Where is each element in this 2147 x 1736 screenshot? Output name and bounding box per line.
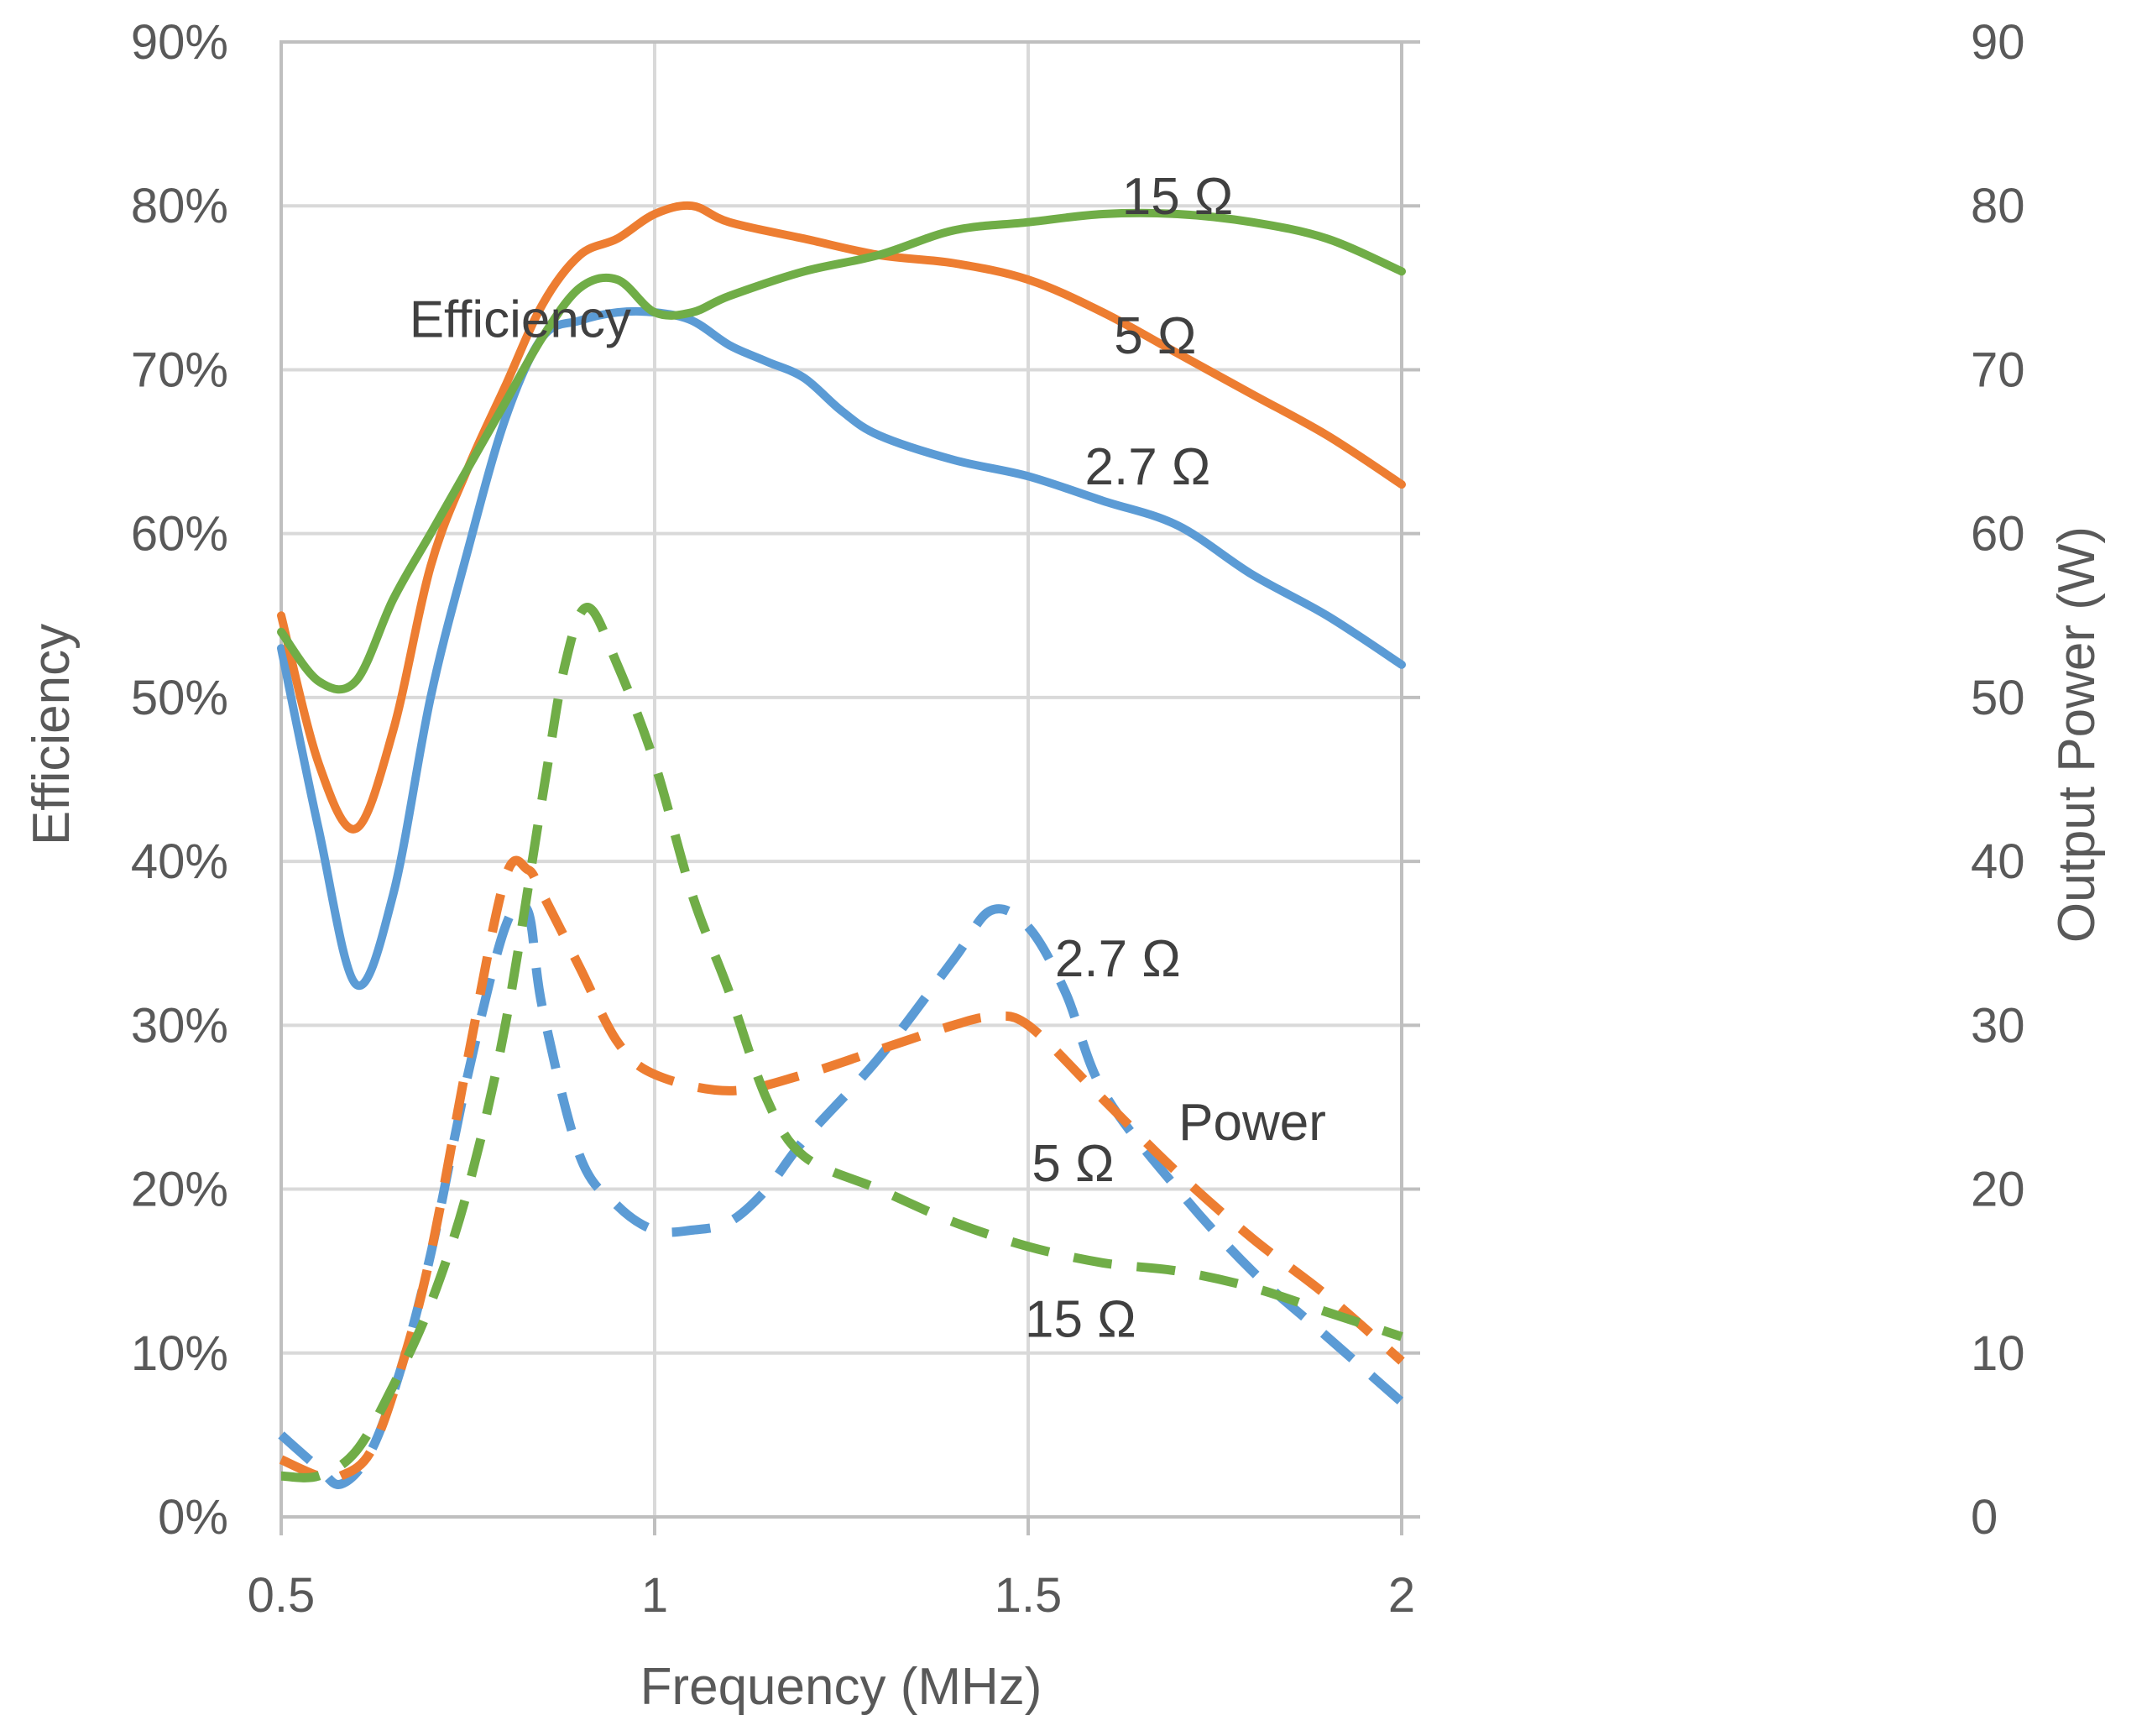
power-line-15ohm: [280, 603, 1403, 1482]
efficiency-line-15ohm: [277, 208, 1406, 694]
right-tick-label: 90: [1971, 15, 2025, 70]
tick-labels: 0% 10% 20% 30% 40% 50% 60% 70% 80% 90% 0 10 20 30 40 50…: [131, 15, 2025, 1623]
series-annotation: 5 Ω: [1032, 1135, 1114, 1193]
right-tick-label: 50: [1971, 671, 2025, 725]
annotations: Efficiency 15 Ω 5 Ω 2.7 Ω 2.7 Ω Power 5 Ω 15 Ω: [410, 168, 1326, 1348]
left-tick-label: 80%: [131, 179, 228, 233]
efficiency-line-5ohm: [277, 201, 1406, 834]
left-tick-label: 40%: [131, 834, 228, 889]
x-tick-label: 1: [641, 1568, 668, 1623]
left-tick-label: 0%: [158, 1490, 228, 1545]
right-tick-label: 10: [1971, 1326, 2025, 1381]
left-tick-label: 90%: [131, 15, 228, 70]
left-tick-label: 50%: [131, 671, 228, 725]
right-axis-title: Output Power (W): [2048, 526, 2106, 943]
right-tick-label: 30: [1971, 998, 2025, 1053]
power-line-2-7ohm: [278, 897, 1405, 1489]
series-annotation: 2.7 Ω: [1085, 438, 1211, 496]
right-tick-label: 60: [1971, 507, 2025, 562]
x-tick-label: 1.5: [995, 1568, 1063, 1623]
series-annotation: Efficiency: [410, 290, 631, 348]
x-tick-label: 2: [1388, 1568, 1415, 1623]
efficiency-line-2-7ohm: [277, 306, 1406, 991]
series-annotation: 5 Ω: [1114, 307, 1196, 365]
left-tick-label: 10%: [131, 1326, 228, 1381]
right-tick-label: 40: [1971, 834, 2025, 889]
right-tick-label: 80: [1971, 179, 2025, 233]
left-tick-label: 30%: [131, 998, 228, 1053]
right-tick-label: 70: [1971, 342, 2025, 397]
left-tick-label: 70%: [131, 342, 228, 397]
left-axis-title: Efficiency: [23, 624, 81, 845]
left-tick-label: 20%: [131, 1163, 228, 1217]
x-axis-title: Frequency (MHz): [640, 1658, 1042, 1716]
right-tick-label: 0: [1971, 1490, 1998, 1545]
right-tick-label: 20: [1971, 1163, 2025, 1217]
series-annotation: Power: [1178, 1094, 1326, 1152]
gridlines: [279, 40, 1420, 1535]
series-annotation: 15 Ω: [1025, 1290, 1136, 1348]
plot-area-frame: [279, 40, 1403, 1519]
x-tick-label: 0.5: [248, 1568, 316, 1623]
left-tick-label: 60%: [131, 507, 228, 562]
series-lines: [277, 201, 1406, 1489]
series-annotation: 2.7 Ω: [1055, 930, 1181, 988]
series-annotation: 15 Ω: [1122, 168, 1234, 226]
power-line-5ohm: [279, 855, 1405, 1483]
